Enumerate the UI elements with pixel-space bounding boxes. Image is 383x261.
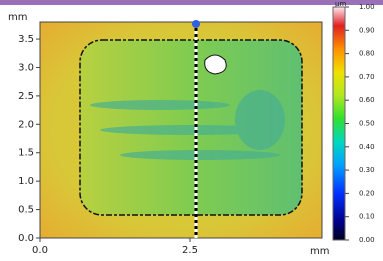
colorbar — [333, 7, 345, 240]
y-tick-label: 3.5 — [18, 34, 34, 45]
y-tick-label: 2.5 — [18, 91, 34, 102]
colorbar-tick-label: 0.00 — [359, 236, 375, 244]
y-tick-label: 3.0 — [18, 62, 34, 73]
x-tick-label: 0.0 — [32, 245, 48, 256]
colorbar-tick-label: 0.20 — [359, 189, 375, 197]
surface — [40, 22, 322, 238]
colorbar-tick-label: 0.70 — [359, 73, 375, 81]
x-tick-label: 2.5 — [182, 245, 198, 256]
surface-map-view: 0.0 0.5 1.0 1.5 2.0 2.5 3.0 3.5 0.0 2.5 mm mm 0.00 0… — [0, 0, 383, 257]
y-tick-label: 1.0 — [18, 176, 34, 187]
y-tick-label: 1.5 — [18, 148, 34, 159]
colorbar-tick-label: 0.60 — [359, 96, 375, 104]
colorbar-tick-label: 1.00 — [359, 3, 375, 11]
y-unit: mm — [8, 12, 27, 23]
colorbar-unit: µm — [335, 0, 346, 8]
x-unit: mm — [310, 246, 329, 257]
colorbar-tick-label: 0.80 — [359, 50, 375, 58]
colorbar-tick-label: 0.10 — [359, 213, 375, 221]
colorbar-tick-label: 0.50 — [359, 120, 375, 128]
y-tick-label: 0.0 — [18, 233, 34, 244]
y-tick-label: 0.5 — [18, 205, 34, 216]
profile-handle — [192, 20, 200, 28]
title-bar — [0, 0, 383, 5]
y-tick-label: 2.0 — [18, 119, 34, 130]
colorbar-tick-label: 0.30 — [359, 166, 375, 174]
colorbar-tick-label: 0.40 — [359, 143, 375, 151]
colorbar-tick-label: 0.90 — [359, 26, 375, 34]
